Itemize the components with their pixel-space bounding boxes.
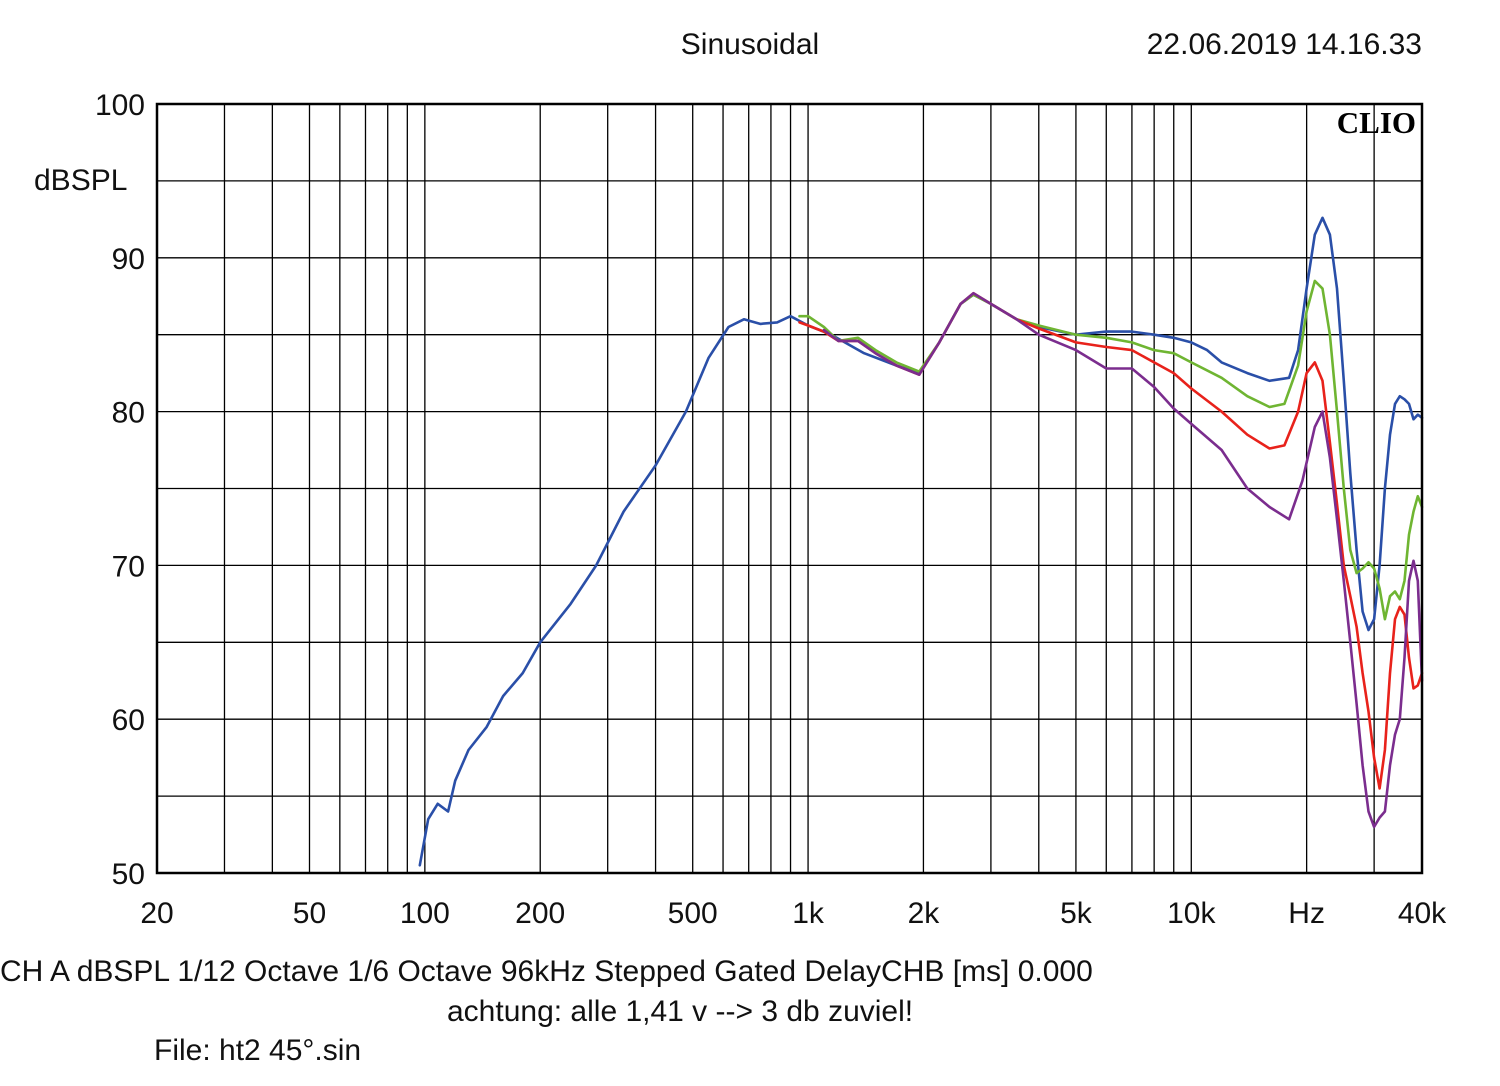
x-tick-label: 10k	[1167, 897, 1216, 930]
chart-title: Sinusoidal	[680, 28, 820, 61]
file-name: File: ht2 45°.sin	[154, 1034, 362, 1067]
measurement-note: achtung: alle 1,41 v --> 3 db zuviel!	[447, 995, 914, 1028]
x-tick-label: 2k	[908, 897, 941, 930]
x-tick-label: 1k	[792, 897, 825, 930]
x-tick-label: 50	[293, 897, 326, 930]
tick-labels: 20 50 100 200 500 1k 2k 5k 10k Hz 40k 100 90 80 70 60 50	[95, 89, 1447, 930]
measurement-datetime: 22.06.2019 14.16.33	[1146, 28, 1422, 61]
x-tick-label: 500	[668, 897, 718, 930]
series-layer	[418, 216, 1424, 867]
y-tick-label: 80	[112, 397, 145, 430]
x-tick-label: 5k	[1060, 897, 1093, 930]
y-tick-label: 90	[112, 243, 145, 276]
clio-logo: CLIO	[1337, 105, 1416, 140]
series-line-1	[418, 216, 1424, 867]
y-tick-label: 60	[112, 704, 145, 737]
x-tick-label: 20	[140, 897, 173, 930]
grid	[157, 104, 1422, 873]
y-tick-label: 100	[95, 89, 145, 122]
x-tick-label: 100	[400, 897, 450, 930]
measurement-info: CH A dBSPL 1/12 Octave 1/6 Octave 96kHz …	[0, 955, 1093, 988]
x-tick-label: 40k	[1398, 897, 1447, 930]
y-axis-label: dBSPL	[34, 164, 128, 197]
y-tick-label: 70	[112, 550, 145, 583]
plot-frame	[155, 102, 1424, 875]
x-tick-label: Hz	[1288, 897, 1325, 930]
series-line-4	[822, 291, 1424, 829]
y-tick-label: 50	[112, 858, 145, 891]
x-tick-label: 200	[515, 897, 565, 930]
